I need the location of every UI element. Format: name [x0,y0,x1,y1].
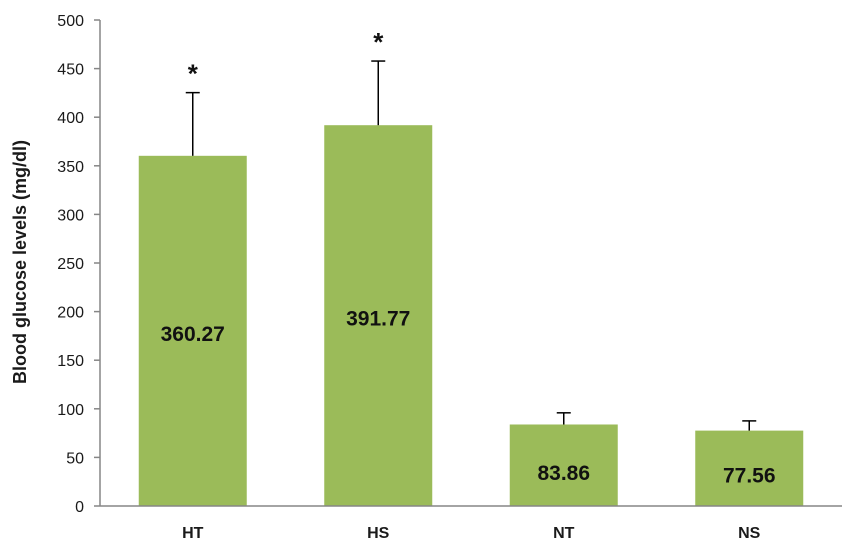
y-axis-label: Blood glucose levels (mg/dl) [10,140,30,384]
y-tick-label: 50 [66,450,84,467]
bar-hs [324,125,433,507]
labels-group: * 360.27 HT * 391.77 HS 83.86 NT 77.56 NS [161,27,776,542]
y-tick-label: 0 [75,499,84,516]
bar-value-label: 83.86 [537,462,590,485]
x-tick-label: HT [182,525,204,542]
error-bars-group [185,60,757,431]
y-tick-label: 300 [57,207,84,224]
x-tick-label: NT [553,525,575,542]
y-axis-ticks: 0 50 100 150 200 250 300 350 400 450 500 [57,13,100,516]
bar-value-label: 391.77 [346,308,410,331]
x-tick-label: HS [367,525,390,542]
bar-value-label: 77.56 [723,464,776,487]
y-tick-label: 500 [57,13,84,30]
y-tick-label: 450 [57,62,84,79]
significance-marker: * [373,27,384,57]
y-tick-label: 150 [57,353,84,370]
bar-value-label: 360.27 [161,323,225,346]
y-tick-label: 350 [57,159,84,176]
y-tick-label: 100 [57,402,84,419]
bar-nt [509,424,618,506]
significance-marker: * [188,59,199,89]
y-tick-label: 200 [57,305,84,322]
bar-ns [695,430,804,506]
y-tick-label: 250 [57,256,84,273]
bar-ht [138,155,247,506]
bars-group [138,125,804,507]
y-tick-label: 400 [57,110,84,127]
x-tick-label: NS [738,525,761,542]
